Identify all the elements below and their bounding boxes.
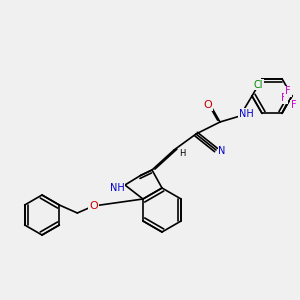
- Text: NH: NH: [238, 109, 253, 119]
- Text: NH: NH: [110, 183, 124, 193]
- Text: H: H: [179, 149, 185, 158]
- Text: O: O: [204, 100, 212, 110]
- Text: O: O: [89, 201, 98, 211]
- Text: F: F: [285, 86, 291, 96]
- Text: N: N: [218, 146, 226, 156]
- Text: F: F: [281, 93, 287, 103]
- Text: F: F: [291, 100, 297, 110]
- Text: Cl: Cl: [253, 80, 263, 90]
